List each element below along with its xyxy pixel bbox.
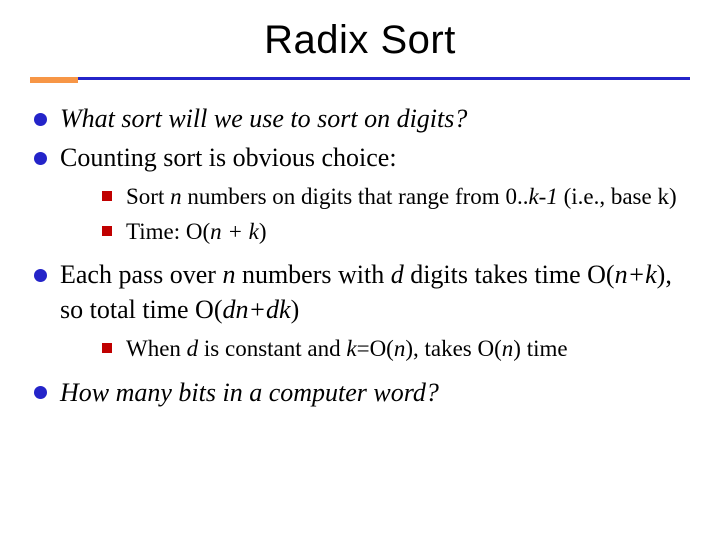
bullet-text: Counting sort is obvious choice:: [60, 143, 397, 172]
slide: { "title": { "text": "Radix Sort", "font…: [0, 0, 720, 540]
sub-bullet-item: When d is constant and k=O(n), takes O(n…: [102, 333, 690, 364]
sub-bullet-item: Time: O(n + k): [102, 216, 690, 247]
bullet-item: What sort will we use to sort on digits?: [30, 101, 690, 136]
square-icon: [102, 191, 112, 201]
bullet-item: Counting sort is obvious choice: Sort n n…: [30, 140, 690, 247]
rule-blue: [30, 77, 690, 80]
rule-orange: [30, 77, 78, 83]
disc-icon: [34, 152, 47, 165]
sub-bullet-text: Sort n numbers on digits that range from…: [126, 184, 677, 209]
disc-icon: [34, 386, 47, 399]
slide-title: Radix Sort: [30, 18, 690, 63]
disc-icon: [34, 113, 47, 126]
sub-bullet-item: Sort n numbers on digits that range from…: [102, 181, 690, 212]
bullet-text: Each pass over n numbers with d digits t…: [60, 260, 672, 324]
sub-bullet-list: When d is constant and k=O(n), takes O(n…: [60, 333, 690, 364]
bullet-text: What sort will we use to sort on digits?: [60, 104, 467, 133]
bullet-item: Each pass over n numbers with d digits t…: [30, 257, 690, 364]
sub-bullet-text: Time: O(n + k): [126, 219, 267, 244]
bullet-item: How many bits in a computer word?: [30, 375, 690, 410]
title-rule: [30, 77, 690, 83]
bullet-text: How many bits in a computer word?: [60, 378, 439, 407]
sub-bullet-list: Sort n numbers on digits that range from…: [60, 181, 690, 247]
slide-body: What sort will we use to sort on digits?…: [30, 101, 690, 410]
disc-icon: [34, 269, 47, 282]
square-icon: [102, 226, 112, 236]
bullet-list: What sort will we use to sort on digits?…: [30, 101, 690, 410]
square-icon: [102, 343, 112, 353]
sub-bullet-text: When d is constant and k=O(n), takes O(n…: [126, 336, 568, 361]
